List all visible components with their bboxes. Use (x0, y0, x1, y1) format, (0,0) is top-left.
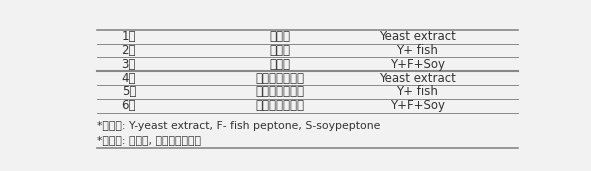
Text: *질소원: Y-yeast extract, F- fish peptone, S-soypeptone: *질소원: Y-yeast extract, F- fish peptone, … (97, 121, 380, 131)
Text: 2번: 2번 (122, 44, 136, 57)
Text: Yeast extract: Yeast extract (379, 72, 456, 85)
Text: Y+F+Soy: Y+F+Soy (390, 58, 445, 71)
Text: 4번: 4번 (122, 72, 136, 85)
Text: 1번: 1번 (122, 30, 136, 43)
Text: Yeast extract: Yeast extract (379, 30, 456, 43)
Text: 5번: 5번 (122, 86, 136, 98)
Text: 포도당: 포도당 (269, 30, 291, 43)
Text: 프락토올리고당: 프락토올리고당 (255, 72, 304, 85)
Text: 6번: 6번 (122, 99, 136, 112)
Text: Y+ fish: Y+ fish (397, 44, 439, 57)
Text: 포도당: 포도당 (269, 58, 291, 71)
Text: Y+F+Soy: Y+F+Soy (390, 99, 445, 112)
Text: Y+ fish: Y+ fish (397, 86, 439, 98)
Text: 프락토올리고당: 프락토올리고당 (255, 86, 304, 98)
Text: 포도당: 포도당 (269, 44, 291, 57)
Text: 프락토올리고당: 프락토올리고당 (255, 99, 304, 112)
Text: *탄소원: 포도당, 프락토올리고당: *탄소원: 포도당, 프락토올리고당 (97, 135, 201, 145)
Text: 3번: 3번 (122, 58, 136, 71)
